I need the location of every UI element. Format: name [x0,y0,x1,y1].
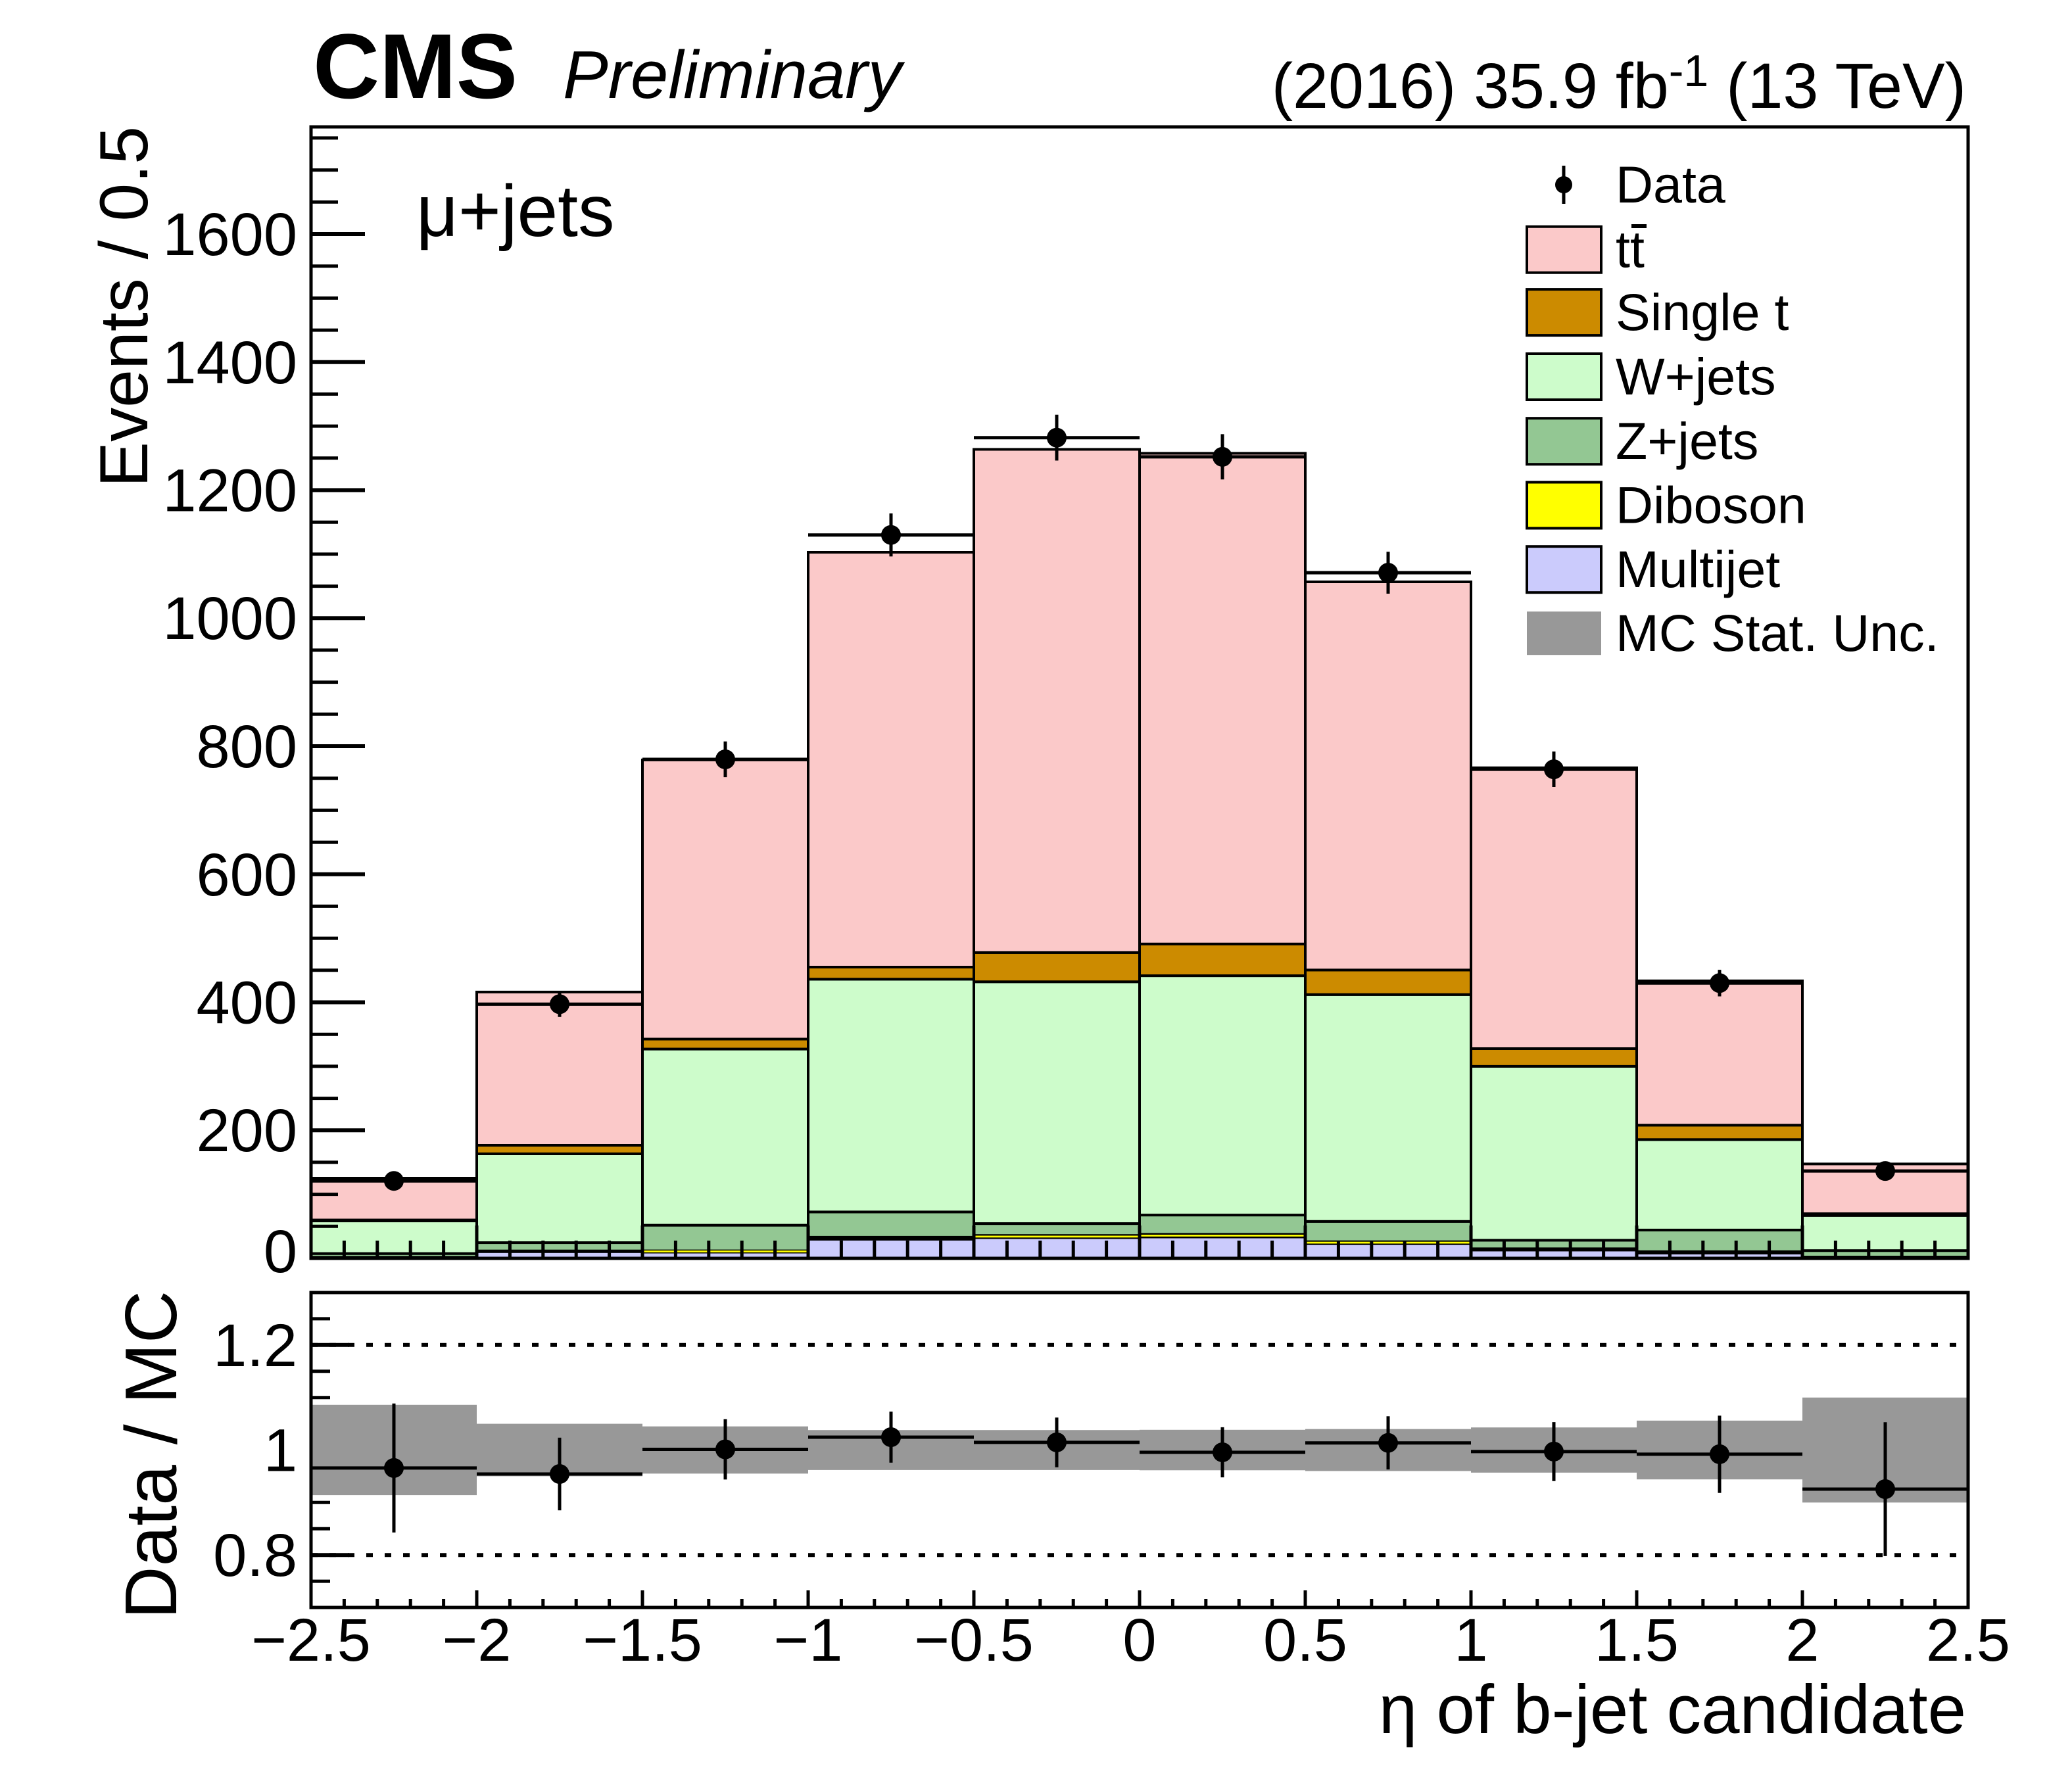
svg-text:1200: 1200 [162,458,297,525]
svg-text:0: 0 [264,1218,297,1285]
svg-text:800: 800 [197,713,298,780]
svg-text:Multijet: Multijet [1616,540,1780,598]
svg-text:1000: 1000 [162,585,297,652]
svg-text:200: 200 [197,1097,298,1164]
svg-text:0.8: 0.8 [213,1522,297,1589]
svg-text:2: 2 [1785,1607,1819,1674]
svg-text:η of b-jet candidate: η of b-jet candidate [1379,1671,1966,1748]
svg-text:−2.5: −2.5 [251,1607,371,1674]
svg-text:μ+jets: μ+jets [416,170,615,252]
svg-text:Z+jets: Z+jets [1616,412,1758,470]
svg-text:1.2: 1.2 [213,1312,297,1379]
svg-text:600: 600 [197,842,298,909]
svg-text:1.5: 1.5 [1595,1607,1679,1674]
svg-text:1: 1 [1454,1607,1487,1674]
svg-text:CMS: CMS [313,14,518,118]
svg-text:1400: 1400 [162,329,297,396]
svg-text:Preliminary: Preliminary [563,37,905,112]
svg-text:Data / MC: Data / MC [110,1291,192,1619]
svg-text:−1.5: −1.5 [583,1607,702,1674]
svg-text:Data: Data [1616,155,1725,214]
svg-text:2.5: 2.5 [1926,1607,2010,1674]
svg-text:MC Stat. Unc.: MC Stat. Unc. [1616,604,1939,662]
svg-text:tt: tt [1616,220,1645,279]
svg-text:400: 400 [197,970,298,1037]
svg-text:Single t: Single t [1616,283,1789,341]
svg-text:0.5: 0.5 [1263,1607,1347,1674]
svg-text:Diboson: Diboson [1616,476,1806,535]
svg-text:0: 0 [1122,1607,1156,1674]
svg-text:1: 1 [264,1417,297,1485]
svg-text:−0.5: −0.5 [914,1607,1034,1674]
svg-text:W+jets: W+jets [1616,347,1776,406]
svg-text:1600: 1600 [162,201,297,268]
svg-text:Events / 0.5: Events / 0.5 [86,126,162,487]
svg-text:(2016) 35.9 fb-1 (13 TeV): (2016) 35.9 fb-1 (13 TeV) [1272,46,1966,122]
svg-text:−1: −1 [774,1607,843,1674]
svg-text:−2: −2 [443,1607,512,1674]
